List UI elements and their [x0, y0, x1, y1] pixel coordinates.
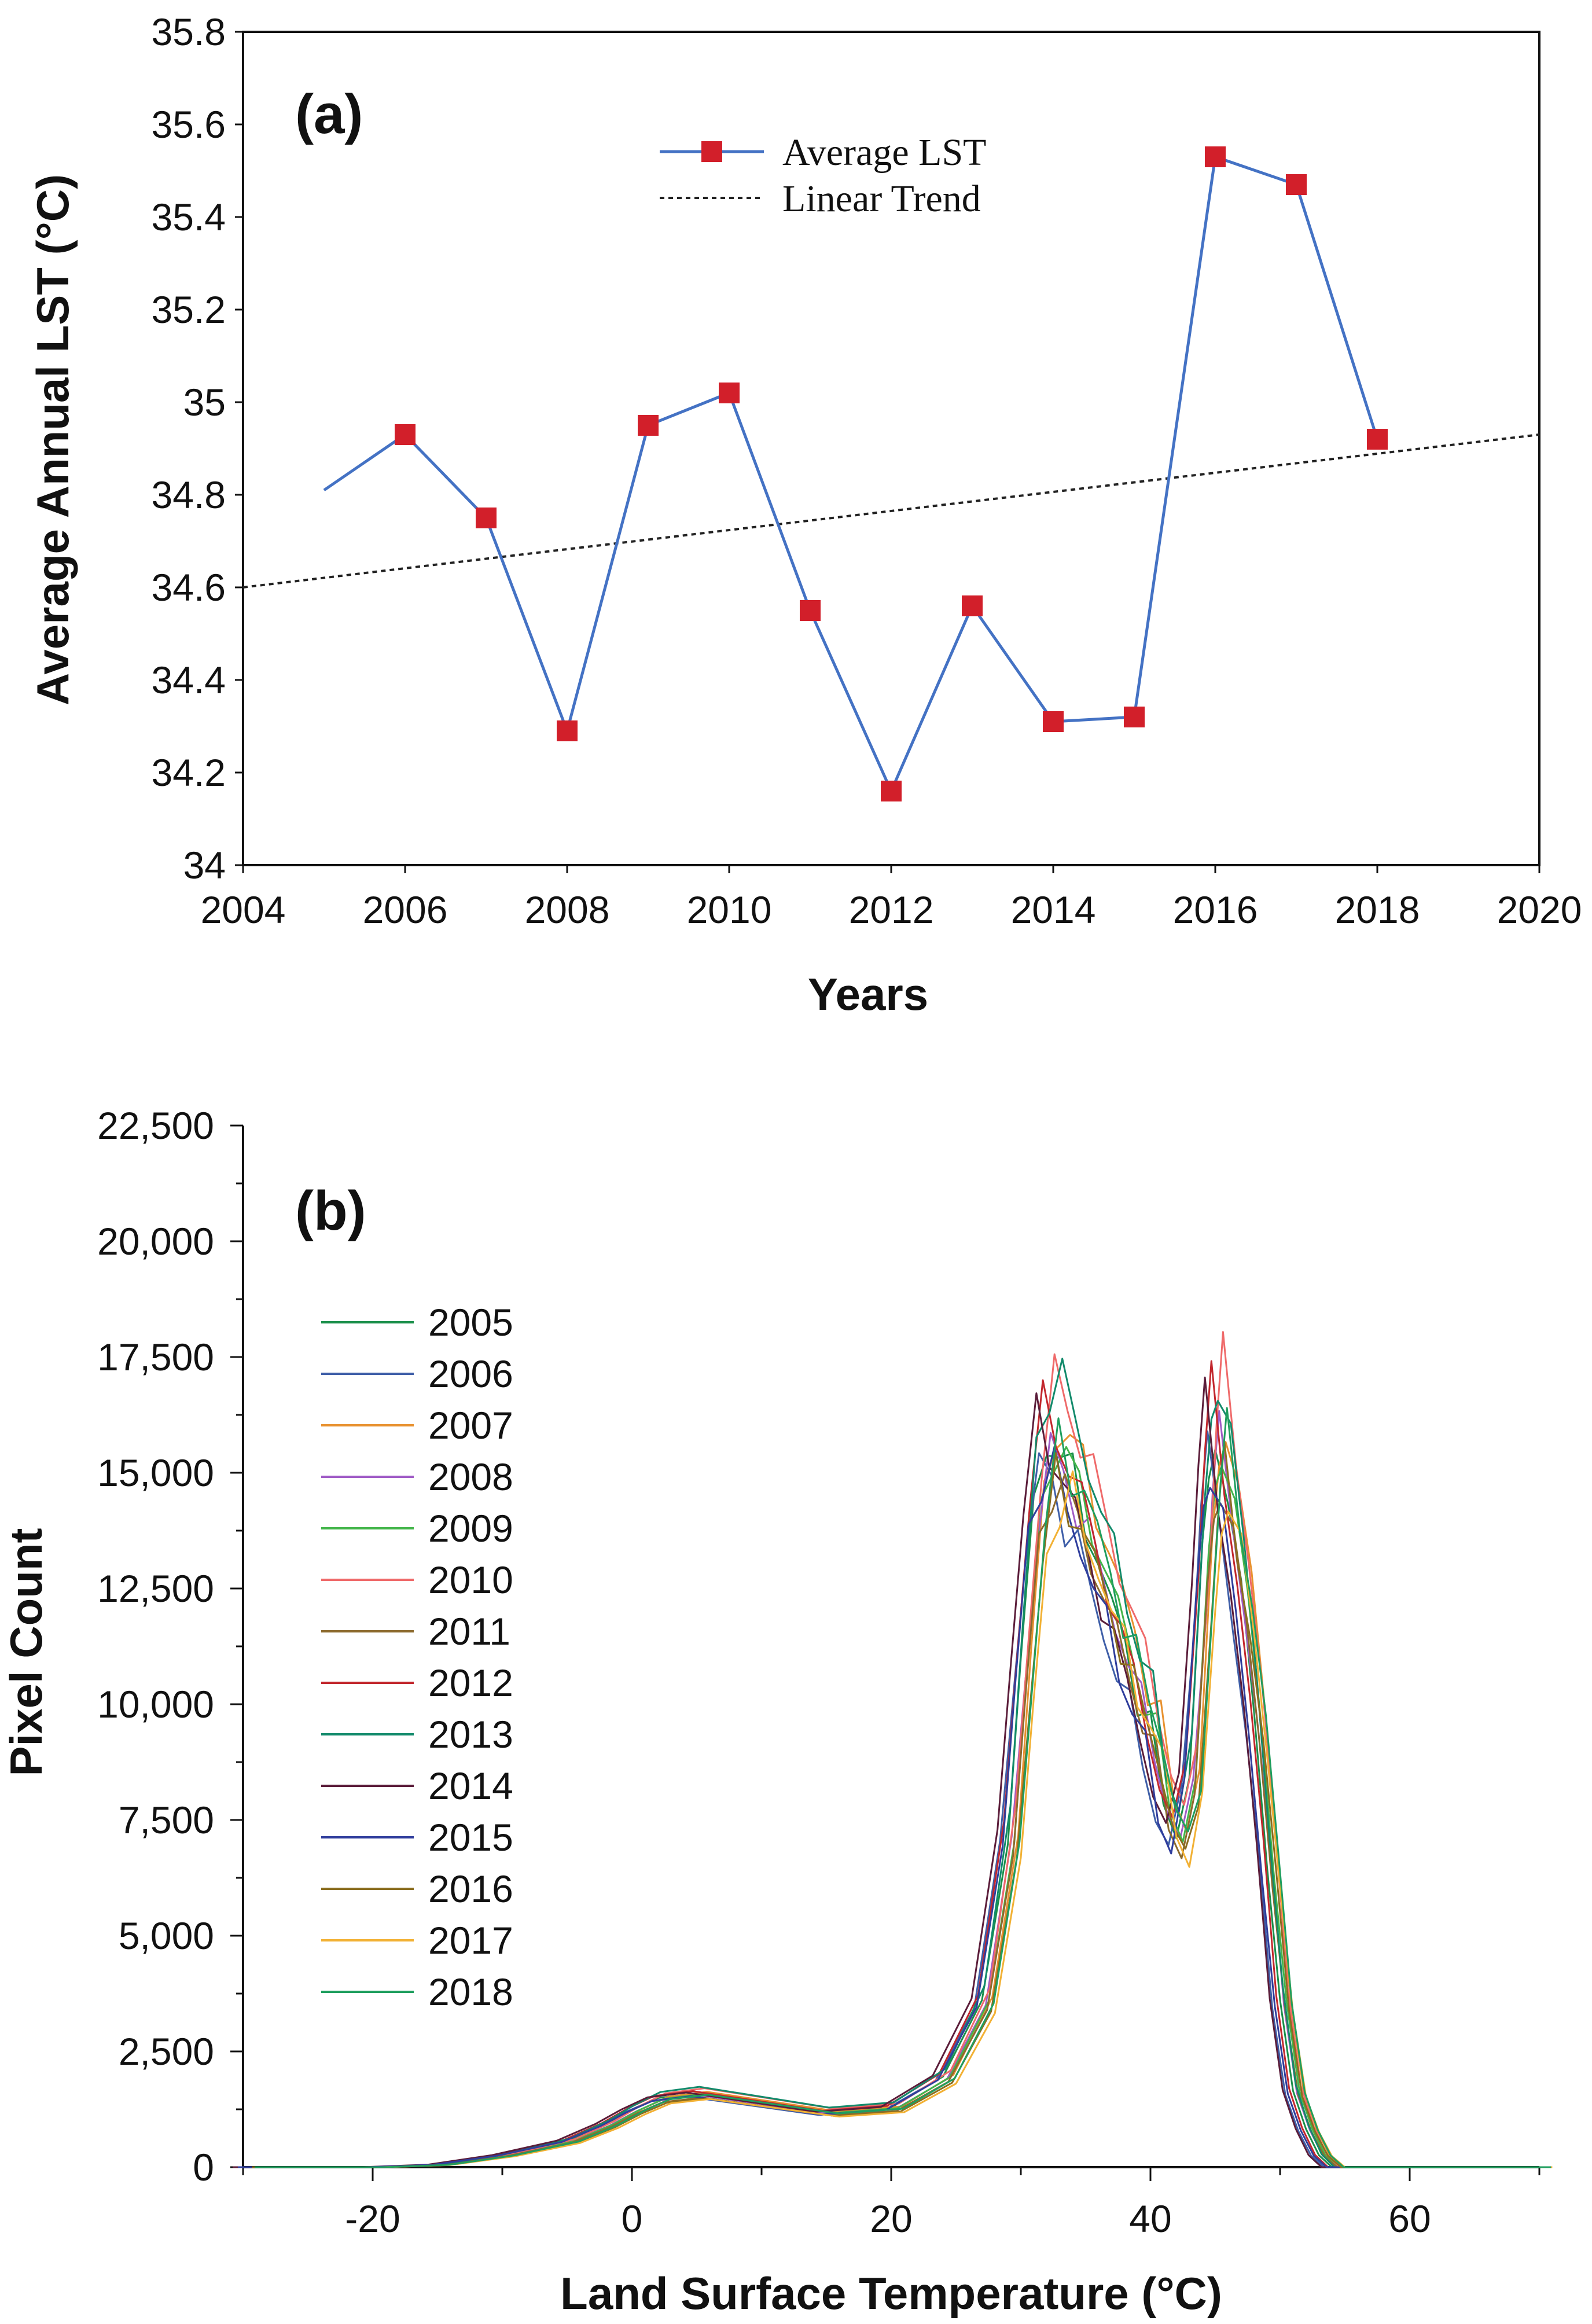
legend-linear-trend-label: Linear Trend [782, 178, 981, 220]
series-line-2018 [255, 1407, 1551, 2168]
panel-b-x-tick-label: 0 [622, 2197, 643, 2240]
panel-a-x-tick-label: 2018 [1335, 888, 1420, 931]
average-lst-point [800, 600, 821, 621]
panel-a-x-tick-label: 2006 [363, 888, 448, 931]
average-lst-point [1205, 146, 1226, 167]
panel-b-x-tick-label: 40 [1129, 2197, 1171, 2240]
panel-b-y-tick-label: 22,500 [97, 1104, 214, 1147]
legend-label-2006: 2006 [428, 1352, 513, 1395]
legend-label-2010: 2010 [428, 1558, 513, 1601]
average-lst-point [1124, 707, 1145, 727]
panel-b-x-tick-label: 20 [870, 2197, 912, 2240]
legend-label-2008: 2008 [428, 1455, 513, 1498]
panel-a-y-tick-label: 35 [183, 381, 226, 424]
average-lst-point [1043, 711, 1064, 732]
legend-label-2013: 2013 [428, 1713, 513, 1756]
legend-label-2012: 2012 [428, 1661, 513, 1704]
panel-a-y-tick-label: 34.4 [152, 659, 226, 701]
average-lst-line [323, 155, 1379, 793]
average-lst-point [962, 595, 983, 616]
panel-a-y-tick-label: 34.8 [152, 473, 226, 516]
panel-b-x-axis-title: Land Surface Temperature (°C) [560, 2268, 1222, 2319]
panel-b-x-tick-label: 60 [1388, 2197, 1431, 2240]
panel-a-line-chart: 34 34.2 34.4 34.6 34.8 35 35.2 35.4 35.6 35.8 200… [27, 10, 1582, 1020]
average-lst-point [638, 415, 659, 436]
panel-b-y-tick-label: 12,500 [97, 1567, 214, 1610]
panel-b-series [233, 1331, 1553, 2168]
series-line-2016 [252, 1440, 1549, 2168]
panel-b-label: (b) [295, 1180, 366, 1242]
legend-label-2016: 2016 [428, 1867, 513, 1910]
legend-average-lst-label: Average LST [782, 131, 986, 174]
panel-a-y-axis-title: Average Annual LST (°C) [27, 174, 78, 705]
panel-b-y-tick-label: 7,500 [119, 1799, 214, 1841]
panel-a-y-tick-label: 34.2 [152, 751, 226, 794]
panel-a-y-tick-label: 35.2 [152, 288, 226, 331]
legend-label-2011: 2011 [428, 1610, 510, 1653]
legend-label-2009: 2009 [428, 1507, 513, 1550]
legend-label-2005: 2005 [428, 1301, 513, 1344]
panel-a-y-tick-label: 35.4 [152, 196, 226, 238]
panel-a-y-ticks: 34 34.2 34.4 34.6 34.8 35 35.2 35.4 35.6 35.8 [152, 10, 243, 887]
panel-a-x-tick-label: 2004 [201, 888, 286, 931]
panel-a-x-ticks: 2004 2006 2008 2010 2012 2014 2016 2018 2020 [201, 865, 1582, 931]
panel-b-x-tick-label: -20 [345, 2197, 400, 2240]
panel-a-x-axis-title: Years [808, 969, 928, 1020]
average-lst-point [476, 508, 497, 528]
series-line-2005 [243, 1448, 1539, 2168]
legend-label-2014: 2014 [428, 1764, 513, 1807]
linear-trend-line [242, 433, 1540, 589]
panel-b-legend: 2005 2006 2007 2008 2009 2010 2011 2012 2013 2014… [321, 1301, 513, 2013]
average-lst-point [1286, 174, 1307, 195]
panel-a-y-tick-label: 34 [183, 844, 226, 887]
legend-average-lst-swatch-marker [701, 141, 722, 162]
series-line-2014 [233, 1376, 1530, 2168]
panel-a-x-tick-label: 2008 [525, 888, 610, 931]
panel-b-y-tick-label: 0 [193, 2146, 214, 2189]
panel-b-x-ticks: -20 0 20 40 60 [242, 2167, 1540, 2240]
panel-a-series [242, 146, 1540, 801]
panel-b-y-tick-label: 2,500 [119, 2030, 214, 2073]
panel-a-y-tick-label: 35.8 [152, 10, 226, 53]
legend-label-2018: 2018 [428, 1970, 513, 2013]
panel-b-y-tick-label: 17,500 [97, 1336, 214, 1378]
average-lst-point [557, 720, 578, 741]
panel-a-y-tick-label: 34.6 [152, 566, 226, 609]
panel-a-x-tick-label: 2014 [1011, 888, 1096, 931]
legend-label-2007: 2007 [428, 1404, 513, 1447]
average-lst-point [1367, 429, 1388, 450]
average-lst-point [395, 424, 416, 445]
panel-a-label: (a) [295, 83, 363, 145]
panel-b-histogram-lines: 0 2,500 5,000 7,500 10,000 12,500 15,000 17,500… [1, 1104, 1553, 2319]
panel-b-y-tick-label: 15,000 [97, 1451, 214, 1494]
panel-a-x-tick-label: 2010 [687, 888, 772, 931]
panel-a-x-tick-label: 2020 [1497, 888, 1582, 931]
panel-b-y-axis-title: Pixel Count [1, 1528, 52, 1776]
series-line-2013 [245, 1358, 1542, 2168]
panel-b-y-tick-label: 5,000 [119, 1914, 214, 1957]
panel-a-x-tick-label: 2016 [1173, 888, 1258, 931]
legend-label-2015: 2015 [428, 1816, 513, 1859]
legend-label-2017: 2017 [428, 1919, 513, 1962]
panel-b-y-tick-label: 20,000 [97, 1220, 214, 1263]
average-lst-point [881, 781, 902, 801]
series-line-2010 [251, 1331, 1547, 2168]
series-line-2015 [238, 1446, 1534, 2168]
panel-a-y-tick-label: 35.6 [152, 103, 226, 146]
average-lst-point [719, 383, 740, 403]
panel-a-legend: Average LST Linear Trend [660, 131, 986, 220]
panel-a-x-tick-label: 2012 [849, 888, 934, 931]
panel-b-y-ticks: 0 2,500 5,000 7,500 10,000 12,500 15,000 17,500… [97, 1104, 243, 2189]
panel-b-y-tick-label: 10,000 [97, 1683, 214, 1726]
